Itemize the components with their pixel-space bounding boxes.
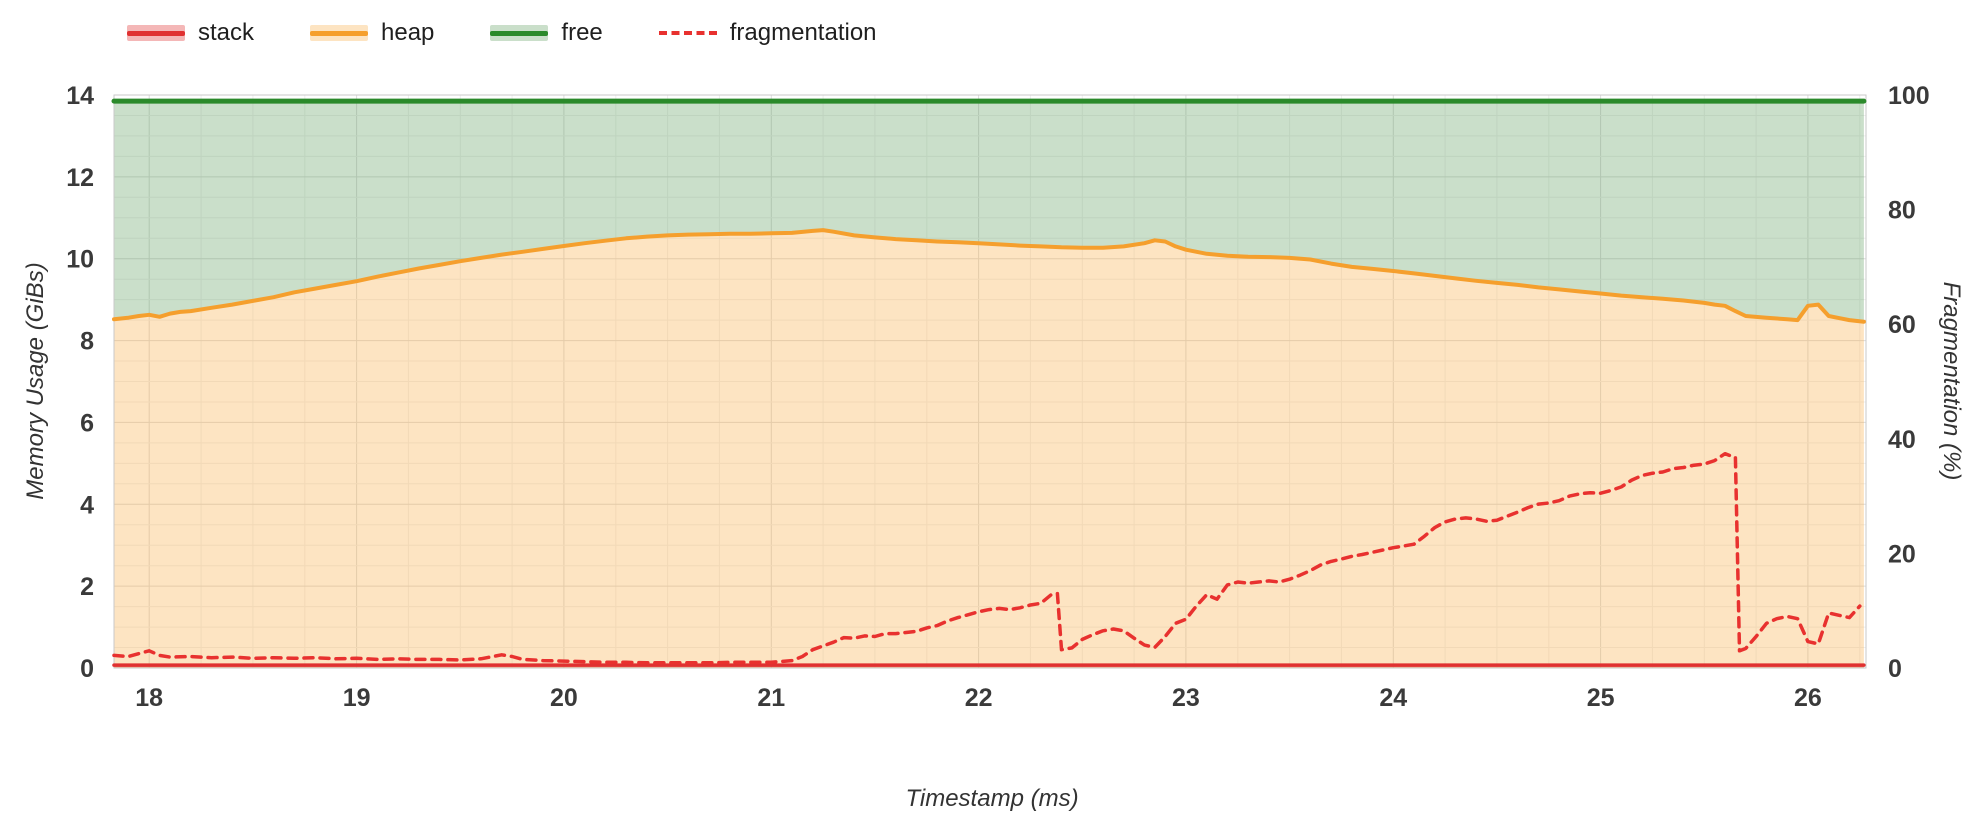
legend-label-heap: heap [381,19,435,46]
svg-text:24: 24 [1379,684,1407,712]
heap-swatch-icon [310,25,369,41]
svg-text:14: 14 [66,82,94,110]
legend-item-free: free [490,19,603,46]
heap-swatch-line [310,30,369,36]
svg-text:21: 21 [757,684,785,712]
legend-item-heap: heap [310,21,434,45]
svg-text:6: 6 [80,409,94,437]
svg-text:8: 8 [80,328,94,356]
svg-text:26: 26 [1794,684,1822,712]
svg-text:19: 19 [343,684,371,712]
svg-text:100: 100 [1888,82,1930,110]
legend-label-fragmentation: fragmentation [729,19,877,46]
stack-swatch-icon [127,25,185,41]
fragmentation-swatch-icon [658,25,717,41]
y-axis-title-right: Fragmentation (%) [1938,281,1965,481]
x-axis-title: Timestamp (ms) [905,785,1079,812]
svg-text:12: 12 [66,164,94,192]
chart-legend: stack heap free fragmentation [127,16,877,50]
legend-label-free: free [561,19,603,46]
svg-text:2: 2 [80,573,94,601]
svg-text:4: 4 [80,491,94,519]
svg-text:40: 40 [1888,426,1916,454]
svg-text:18: 18 [135,684,163,712]
legend-label-stack: stack [198,19,255,46]
y-axis-title-left: Memory Usage (GiBs) [22,262,49,500]
svg-text:10: 10 [66,246,94,274]
svg-text:20: 20 [1888,540,1916,568]
legend-item-fragmentation: fragmentation [658,19,877,46]
fragmentation-swatch-line [658,31,717,35]
svg-text:20: 20 [550,684,578,712]
svg-text:80: 80 [1888,197,1916,225]
stack-swatch-line [127,30,185,36]
free-swatch-icon [490,25,549,41]
free-swatch-line [490,30,549,36]
svg-text:25: 25 [1587,684,1615,712]
svg-text:23: 23 [1172,684,1200,712]
svg-text:60: 60 [1888,311,1916,339]
svg-text:0: 0 [1888,655,1902,683]
svg-text:0: 0 [80,655,94,683]
legend-item-stack: stack [127,21,254,45]
svg-text:22: 22 [965,684,993,712]
